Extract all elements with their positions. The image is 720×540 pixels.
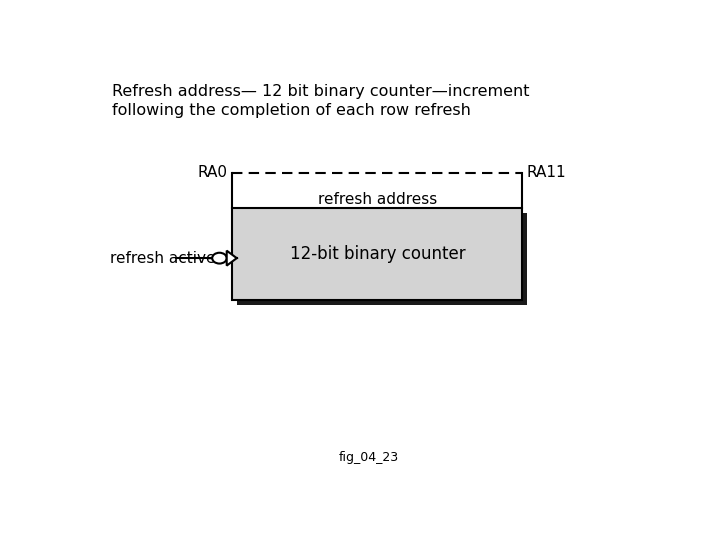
Text: RA11: RA11 (527, 165, 567, 180)
Text: refresh active: refresh active (109, 251, 215, 266)
Text: 12-bit binary counter: 12-bit binary counter (289, 245, 465, 263)
Text: refresh address: refresh address (318, 192, 437, 207)
Polygon shape (227, 251, 237, 266)
Bar (233, 208, 523, 300)
Circle shape (212, 253, 227, 264)
Text: RA0: RA0 (198, 165, 228, 180)
Text: Refresh address— 12 bit binary counter—increment
following the completion of eac: Refresh address— 12 bit binary counter—i… (112, 84, 530, 118)
Text: fig_04_23: fig_04_23 (339, 451, 399, 464)
Bar (237, 213, 527, 305)
